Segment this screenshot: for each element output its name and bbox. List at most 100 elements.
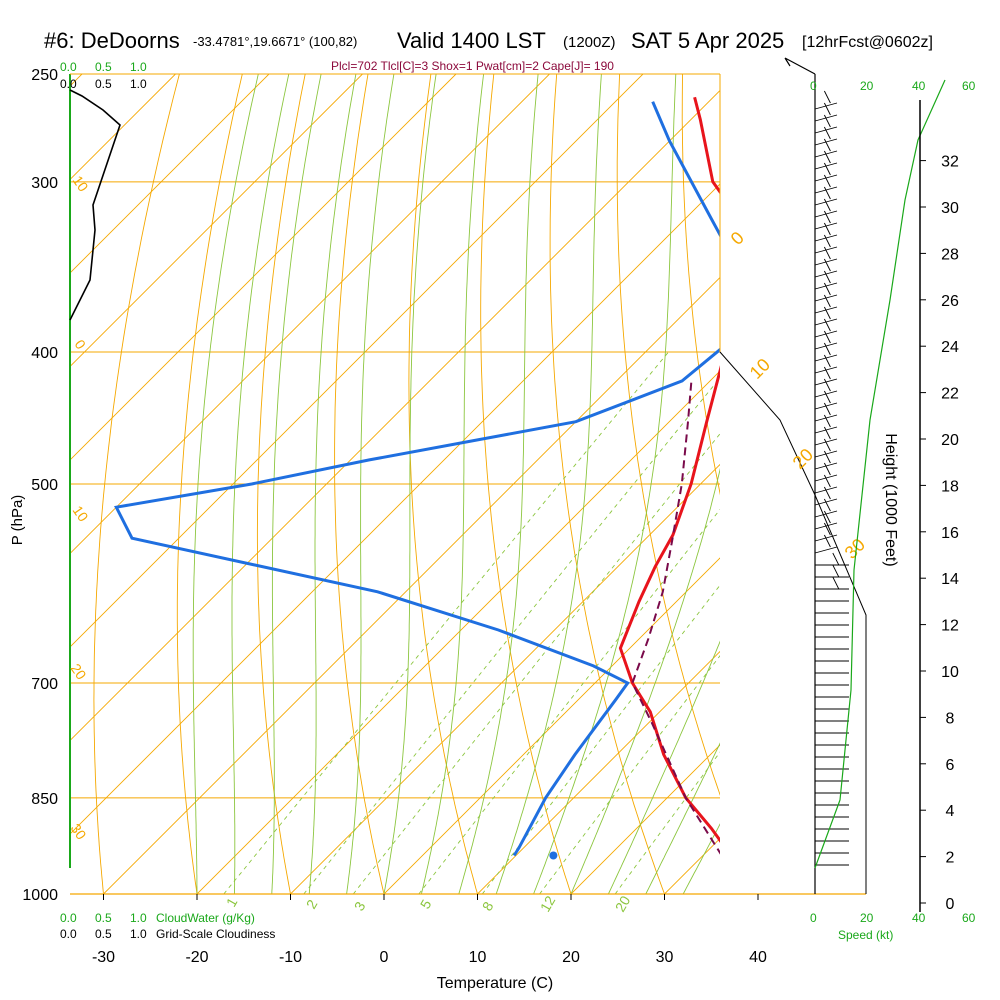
cloudwater-tick-top: 0.0 xyxy=(60,60,77,74)
mixing-ratio-line xyxy=(418,508,720,894)
wind-barb xyxy=(814,438,838,446)
moist-adiabat xyxy=(192,74,259,894)
moist-adiabat xyxy=(495,74,602,894)
height-tick-label: 22 xyxy=(941,386,959,403)
wind-barb xyxy=(814,126,838,134)
y-tick-label: 300 xyxy=(31,175,58,192)
wind-barb xyxy=(814,510,838,518)
x-tick-label: 20 xyxy=(562,949,580,966)
wind-barb-flag xyxy=(823,294,831,308)
wind-barb-flag xyxy=(823,438,831,452)
wind-barb-flag xyxy=(823,174,831,188)
x-tick-label: 10 xyxy=(469,949,487,966)
surface-temperature-point xyxy=(727,852,735,860)
wind-barb xyxy=(814,414,838,422)
cloudiness-profile xyxy=(69,89,121,321)
wind-barb xyxy=(814,474,838,482)
mixing-ratio-label: 8 xyxy=(479,899,497,914)
dry-adiabat xyxy=(480,74,572,894)
mixing-ratio-line xyxy=(223,351,669,894)
dry-adiabat xyxy=(616,74,720,796)
wind-barb-flag xyxy=(823,126,831,140)
wind-barb-flag xyxy=(823,342,831,356)
x-tick-label: -10 xyxy=(279,949,302,966)
isotherm-line xyxy=(70,89,720,742)
height-tick-label: 12 xyxy=(941,618,959,635)
speed-tick-bottom: 60 xyxy=(962,911,976,925)
height-tick-label: 16 xyxy=(941,525,959,542)
y-tick-label: 850 xyxy=(31,791,58,808)
y-tick-label: 500 xyxy=(31,477,58,494)
cloudwater-tick-top: 0.5 xyxy=(95,60,112,74)
dewpoint-trace xyxy=(114,101,720,857)
temperature-trace xyxy=(618,96,720,843)
cloud-panel-labels: 0.0 0.5 1.0 0.0 0.5 1.0 0.0 0.5 1.0 Clou… xyxy=(60,60,275,941)
height-tick-label: 0 xyxy=(946,896,955,913)
wind-barb-flag xyxy=(823,282,831,296)
wind-barb-flag xyxy=(823,306,831,320)
isotherm-line xyxy=(70,74,270,274)
x-tick-label: -30 xyxy=(92,949,115,966)
moist-adiabat xyxy=(271,74,322,894)
wind-barb-flag xyxy=(823,390,831,404)
isotherm-line xyxy=(70,74,644,648)
forecast-run: [12hrFcst@0602z] xyxy=(802,34,933,51)
height-tick-label: 10 xyxy=(941,664,959,681)
x-tick-label: -20 xyxy=(185,949,208,966)
mixing-ratio-label: 5 xyxy=(417,897,435,912)
wind-barb-flag xyxy=(823,318,831,332)
wind-barb xyxy=(814,138,838,146)
wind-barb-flag xyxy=(823,354,831,368)
wind-barb-flag xyxy=(823,114,831,128)
wind-barb-flag xyxy=(823,486,831,500)
wind-barb xyxy=(814,102,838,110)
speed-axis-title: Speed (kt) xyxy=(838,928,893,942)
wind-barb xyxy=(814,366,838,374)
mixing-ratio-line xyxy=(539,655,720,894)
height-tick-label: 4 xyxy=(946,803,955,820)
cloudiness-tick-bottom: 0.0 xyxy=(60,927,77,941)
wind-barb xyxy=(814,342,838,350)
wind-barb xyxy=(814,150,838,158)
moist-adiabat xyxy=(308,74,357,894)
moist-adiabat xyxy=(383,74,437,894)
y-tick-label: 400 xyxy=(31,345,58,362)
x-axis-title: Temperature (C) xyxy=(437,975,553,992)
wind-barb-flag xyxy=(832,564,840,578)
sounding-traces xyxy=(114,96,735,860)
dry-adiabat-label: 10 xyxy=(70,503,92,525)
wind-barb xyxy=(814,162,838,170)
dry-adiabat xyxy=(549,74,665,894)
isotherm-label: 10 xyxy=(746,355,774,383)
wind-barb-flag xyxy=(823,150,831,164)
height-tick-label: 2 xyxy=(946,850,955,867)
wind-barb-flag xyxy=(823,402,831,416)
wind-barb-flag xyxy=(823,426,831,440)
thermo-grid xyxy=(70,50,1000,923)
wind-barb xyxy=(814,498,838,506)
wind-barb-flag xyxy=(823,378,831,392)
isotherm-label: 0 xyxy=(727,228,748,249)
wind-barb xyxy=(814,258,838,266)
height-axis-title: Height (1000 Feet) xyxy=(882,433,899,566)
isotherm-line xyxy=(70,74,363,368)
speed-tick-top: 20 xyxy=(860,79,874,93)
wind-barb xyxy=(814,114,838,122)
x-tick-label: 30 xyxy=(656,949,674,966)
speed-tick-top: 60 xyxy=(962,79,976,93)
wind-barb-flag xyxy=(823,366,831,380)
dry-adiabat xyxy=(994,50,1000,923)
cloudiness-label: Grid-Scale Cloudiness xyxy=(156,927,275,941)
wind-speed-profile xyxy=(814,79,946,869)
height-tick-label: 24 xyxy=(941,339,959,356)
height-tick-label: 20 xyxy=(941,432,959,449)
wind-barb-flag xyxy=(823,474,831,488)
y-axis-title: P (hPa) xyxy=(9,495,26,546)
height-tick-label: 32 xyxy=(941,154,959,171)
surface-dewpoint-point xyxy=(549,851,558,860)
moist-adiabat xyxy=(346,74,395,894)
height-tick-label: 30 xyxy=(941,200,959,217)
wind-barb xyxy=(814,174,838,182)
cloudwater-tick-bottom: 0.0 xyxy=(60,911,77,925)
wind-barb xyxy=(814,462,838,470)
